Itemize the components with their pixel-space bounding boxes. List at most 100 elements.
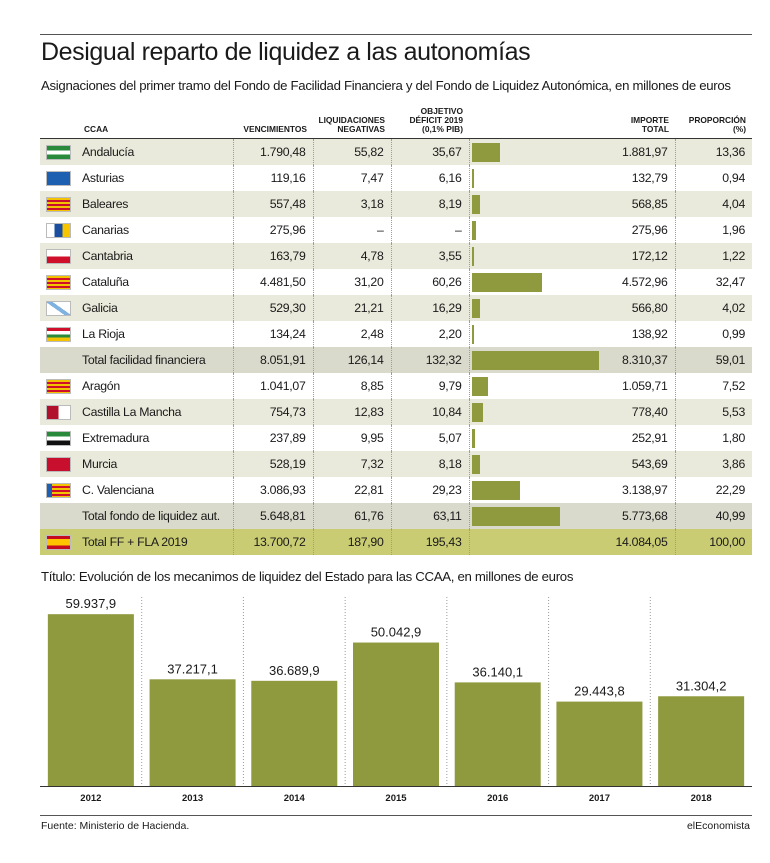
cell-importe: 252,91: [599, 425, 675, 451]
row-name: Total FF + FLA 2019: [80, 529, 233, 555]
importe-bar: [471, 220, 476, 240]
bar-value-label: 36.140,1: [472, 664, 523, 679]
row-name: Aragón: [80, 373, 233, 399]
row-name: Cataluña: [80, 269, 233, 295]
table-row: Canarias 275,96– –275,96 1,96: [40, 217, 752, 243]
cell-importe: 1.059,71: [599, 373, 675, 399]
x-tick-label: 2012: [80, 793, 101, 804]
table-row: Cataluña 4.481,50 31,20 60,26 4.572,96 32,47: [40, 269, 752, 295]
bar-cell: [468, 477, 599, 503]
cell-proporcion: 7,52: [674, 373, 752, 399]
cell-importe: 275,96: [599, 217, 675, 243]
table-row: Castilla La Mancha 754,73 12,83 10,84 778,40…: [40, 399, 752, 425]
cell-importe: 3.138,97: [599, 477, 675, 503]
total-row: Total facilidad financiera 8.051,91 126,14…: [40, 347, 752, 373]
grand-total-row: Total FF + FLA 2019 13.700,72 187,90 195,43…: [40, 529, 752, 555]
cell-objetivo: 63,11: [390, 503, 469, 529]
x-tick-label: 2015: [385, 793, 407, 804]
flag-baleares-icon: [46, 196, 71, 212]
bar-cell: [468, 139, 599, 165]
flag-cell: [40, 269, 80, 295]
cell-objetivo: 8,19: [390, 191, 469, 217]
flag-cantabria-icon: [46, 248, 71, 264]
flag-rioja-icon: [46, 326, 71, 342]
cell-liquidaciones: 9,95: [312, 425, 391, 451]
row-name: Baleares: [80, 191, 233, 217]
row-name: Andalucía: [80, 139, 233, 165]
cell-objetivo: 35,67: [390, 139, 469, 165]
bar-cell: [468, 165, 599, 191]
row-name: Galicia: [80, 295, 233, 321]
importe-bar: [471, 272, 542, 292]
cell-proporcion: 1,96: [674, 217, 752, 243]
col-objetivo: OBJETIVO DÉFICIT 2019 (0,1% PIB): [409, 106, 463, 134]
importe-bar: [471, 298, 481, 318]
table-row: Galicia 529,30 21,21 16,29 566,80 4,02: [40, 295, 752, 321]
liquidity-table: CCAA VENCIMIENTOS LIQUIDACIONES NEGATIVAS…: [40, 100, 752, 555]
bar-cell: [468, 503, 599, 529]
brand-name: elEconomista: [686, 820, 750, 832]
cell-importe: 1.881,97: [599, 139, 675, 165]
bar-value-label: 50.042,9: [371, 625, 422, 640]
cell-objetivo: –: [390, 217, 469, 243]
flag-cell: [40, 347, 80, 373]
importe-bar: [471, 506, 561, 526]
cell-vencimientos: 1.041,07: [232, 373, 313, 399]
col-vencimientos: VENCIMIENTOS: [243, 124, 307, 134]
cell-vencimientos: 275,96: [232, 217, 313, 243]
cell-objetivo: 2,20: [390, 321, 469, 347]
table-row: Andalucía 1.790,48 55,82 35,67 1.881,97 13,36: [40, 139, 752, 165]
bar-2018: [658, 696, 745, 786]
x-tick-label: 2014: [284, 793, 306, 804]
cell-liquidaciones: 7,32: [312, 451, 391, 477]
bar-cell: [468, 373, 599, 399]
bar-value-label: 29.443,8: [574, 684, 625, 699]
flag-cell: [40, 399, 80, 425]
cell-liquidaciones: 8,85: [312, 373, 391, 399]
row-name: Canarias: [80, 217, 233, 243]
bar-2012: [47, 614, 134, 786]
importe-bar: [471, 246, 475, 266]
importe-bar: [471, 142, 501, 162]
table-row: Murcia 528,19 7,32 8,18 543,69 3,86: [40, 451, 752, 477]
cell-vencimientos: 3.086,93: [232, 477, 313, 503]
cell-objetivo: 5,07: [390, 425, 469, 451]
flag-cell: [40, 425, 80, 451]
x-tick-label: 2018: [691, 793, 712, 804]
importe-bar: [471, 194, 481, 214]
flag-andalucia-icon: [46, 144, 71, 160]
cell-liquidaciones: 4,78: [312, 243, 391, 269]
flag-cell: [40, 321, 80, 347]
cell-importe: 568,85: [599, 191, 675, 217]
bar-2014: [251, 680, 338, 786]
flag-cell: [40, 529, 80, 555]
bar-cell: [468, 191, 599, 217]
importe-bar: [471, 376, 488, 396]
cell-proporcion: 59,01: [674, 347, 752, 373]
cell-vencimientos: 4.481,50: [232, 269, 313, 295]
cell-proporcion: 22,29: [674, 477, 752, 503]
row-name: Total fondo de liquidez aut.: [80, 503, 233, 529]
cell-importe: 543,69: [599, 451, 675, 477]
importe-bar: [471, 402, 484, 422]
cell-importe: 138,92: [599, 321, 675, 347]
page-subtitle: Asignaciones del primer tramo del Fondo …: [41, 78, 731, 93]
flag-galicia-icon: [46, 300, 71, 316]
cell-importe: 8.310,37: [599, 347, 675, 373]
table-row: Extremadura 237,89 9,95 5,07 252,91 1,80: [40, 425, 752, 451]
cell-vencimientos: 237,89: [232, 425, 313, 451]
flag-cataluna-icon: [46, 274, 71, 290]
cell-objetivo: 132,32: [390, 347, 469, 373]
bar-cell: [468, 269, 599, 295]
flag-cell: [40, 477, 80, 503]
cell-vencimientos: 5.648,81: [232, 503, 313, 529]
cell-liquidaciones: 2,48: [312, 321, 391, 347]
cell-proporcion: 4,02: [674, 295, 752, 321]
cell-importe: 778,40: [599, 399, 675, 425]
col-importe: IMPORTE TOTAL: [630, 115, 669, 134]
bar-cell: [468, 529, 599, 555]
bar-cell: [468, 295, 599, 321]
flag-murcia-icon: [46, 456, 71, 472]
bar-value-label: 59.937,9: [66, 596, 117, 611]
